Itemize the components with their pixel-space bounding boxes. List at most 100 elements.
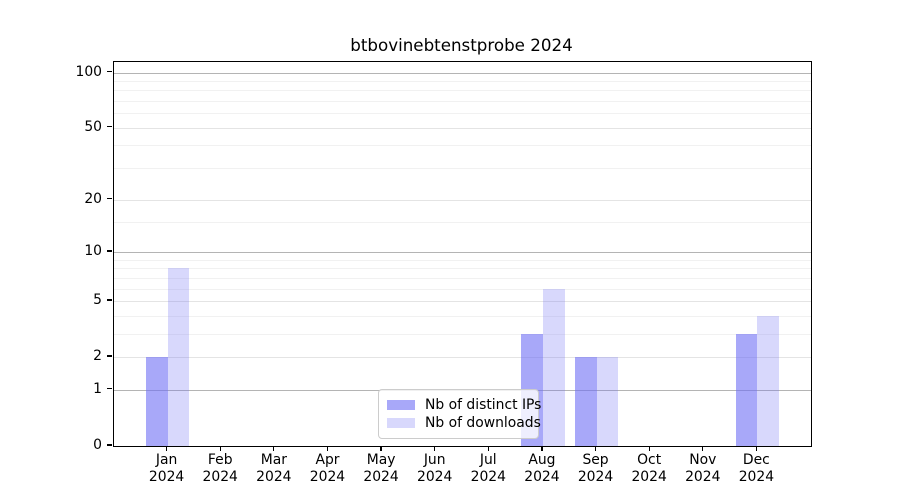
x-tick-label: May 2024 <box>351 452 411 485</box>
gridline <box>114 300 811 302</box>
legend-label: Nb of downloads <box>425 415 541 431</box>
x-tick-year: 2024 <box>202 468 238 485</box>
x-tick-mark <box>594 446 597 451</box>
bar-downloads <box>757 315 780 446</box>
decade-gridline <box>114 72 811 74</box>
y-tick-mark <box>107 388 112 390</box>
legend-row: Nb of downloads <box>387 414 541 432</box>
gridline <box>114 199 811 201</box>
x-tick-year: 2024 <box>417 468 453 485</box>
x-tick-year: 2024 <box>363 468 399 485</box>
x-tick-month: Oct <box>637 452 662 468</box>
y-tick-mark <box>107 250 112 252</box>
legend-swatch-downloads <box>387 418 415 428</box>
x-tick-label: Mar 2024 <box>244 452 304 485</box>
x-tick-mark <box>273 446 275 451</box>
y-tick-mark <box>107 126 112 128</box>
x-tick-year: 2024 <box>309 468 346 485</box>
x-tick-month: Jul <box>479 452 497 468</box>
bar-downloads <box>596 357 619 446</box>
x-tick-month: Jun <box>423 452 446 468</box>
legend: Nb of distinct IPs Nb of downloads <box>378 389 541 439</box>
gridline <box>114 127 811 129</box>
gridline <box>114 357 811 359</box>
x-tick-month: Aug <box>528 452 556 468</box>
x-tick-label: Feb 2024 <box>190 452 250 485</box>
x-tick-label: Jan 2024 <box>137 452 197 485</box>
x-tick-year: 2024 <box>631 468 667 485</box>
plot-area: Nb of distinct IPs Nb of downloads <box>113 61 812 447</box>
minor-gridline <box>114 90 811 92</box>
minor-gridline <box>114 168 811 170</box>
y-tick-mark <box>107 70 112 73</box>
x-tick-label: Aug 2024 <box>512 452 572 485</box>
x-tick-mark <box>702 446 704 451</box>
x-tick-year: 2024 <box>685 468 721 485</box>
x-tick-month: Apr <box>315 452 340 468</box>
y-tick-mark <box>107 355 112 357</box>
y-tick-label: 5 <box>93 291 102 308</box>
x-tick-month: Jan <box>155 452 178 468</box>
y-tick-label: 0 <box>93 437 102 453</box>
x-tick-month: Feb <box>207 452 233 468</box>
x-tick-year: 2024 <box>738 468 775 485</box>
minor-gridline <box>114 221 811 223</box>
x-tick-label: Sep 2024 <box>566 452 626 485</box>
y-tick-label: 100 <box>75 63 102 80</box>
x-tick-year: 2024 <box>524 468 560 485</box>
y-tick-label: 50 <box>84 118 102 135</box>
bar-distinct-ips <box>145 357 168 446</box>
bar-downloads <box>542 288 565 446</box>
y-tick-mark <box>107 444 112 446</box>
minor-gridline <box>114 315 811 317</box>
x-tick-label: Nov 2024 <box>673 452 733 485</box>
minor-gridline <box>114 288 811 290</box>
chart-title: btbovinebtenstprobe 2024 <box>350 35 573 55</box>
x-tick-label: Jun 2024 <box>405 452 465 485</box>
x-tick-mark <box>434 446 436 451</box>
x-tick-month: Dec <box>742 452 770 468</box>
minor-gridline <box>114 277 811 279</box>
x-tick-label: Apr 2024 <box>297 452 357 485</box>
minor-gridline <box>114 145 811 147</box>
x-tick-year: 2024 <box>256 468 292 485</box>
decade-gridline <box>114 251 811 253</box>
x-tick-mark <box>380 446 382 451</box>
x-tick-month: Mar <box>260 452 287 468</box>
y-tick-label: 10 <box>84 242 102 259</box>
legend-label: Nb of distinct IPs <box>425 397 542 413</box>
minor-gridline <box>114 101 811 103</box>
x-tick-label: Oct 2024 <box>619 452 679 485</box>
x-tick-month: May <box>366 452 396 468</box>
minor-gridline <box>114 80 811 82</box>
x-tick-year: 2024 <box>577 468 614 485</box>
minor-gridline <box>114 259 811 261</box>
y-tick-mark <box>107 299 112 301</box>
x-tick-month: Sep <box>582 452 609 468</box>
legend-swatch-distinct-ips <box>387 400 415 410</box>
x-tick-mark <box>541 446 543 451</box>
x-tick-mark <box>755 446 757 451</box>
bar-distinct-ips <box>735 333 758 446</box>
y-tick-label: 20 <box>84 190 102 207</box>
minor-gridline <box>114 333 811 335</box>
x-tick-mark <box>219 446 221 451</box>
bar-downloads <box>167 268 190 446</box>
x-tick-year: 2024 <box>470 468 506 485</box>
legend-row: Nb of distinct IPs <box>387 396 541 414</box>
x-tick-mark <box>166 446 168 451</box>
bar-distinct-ips <box>574 357 597 446</box>
x-tick-label: Dec 2024 <box>726 452 786 485</box>
y-tick-label: 1 <box>93 380 102 397</box>
y-tick-label: 2 <box>93 348 102 365</box>
x-tick-label: Jul 2024 <box>458 452 518 485</box>
x-tick-mark <box>648 446 650 451</box>
minor-gridline <box>114 268 811 270</box>
minor-gridline <box>114 113 811 115</box>
x-tick-mark <box>326 446 329 451</box>
x-tick-month: Nov <box>689 452 717 468</box>
y-tick-mark <box>107 198 112 200</box>
x-tick-mark <box>487 446 489 451</box>
x-tick-year: 2024 <box>148 468 185 485</box>
